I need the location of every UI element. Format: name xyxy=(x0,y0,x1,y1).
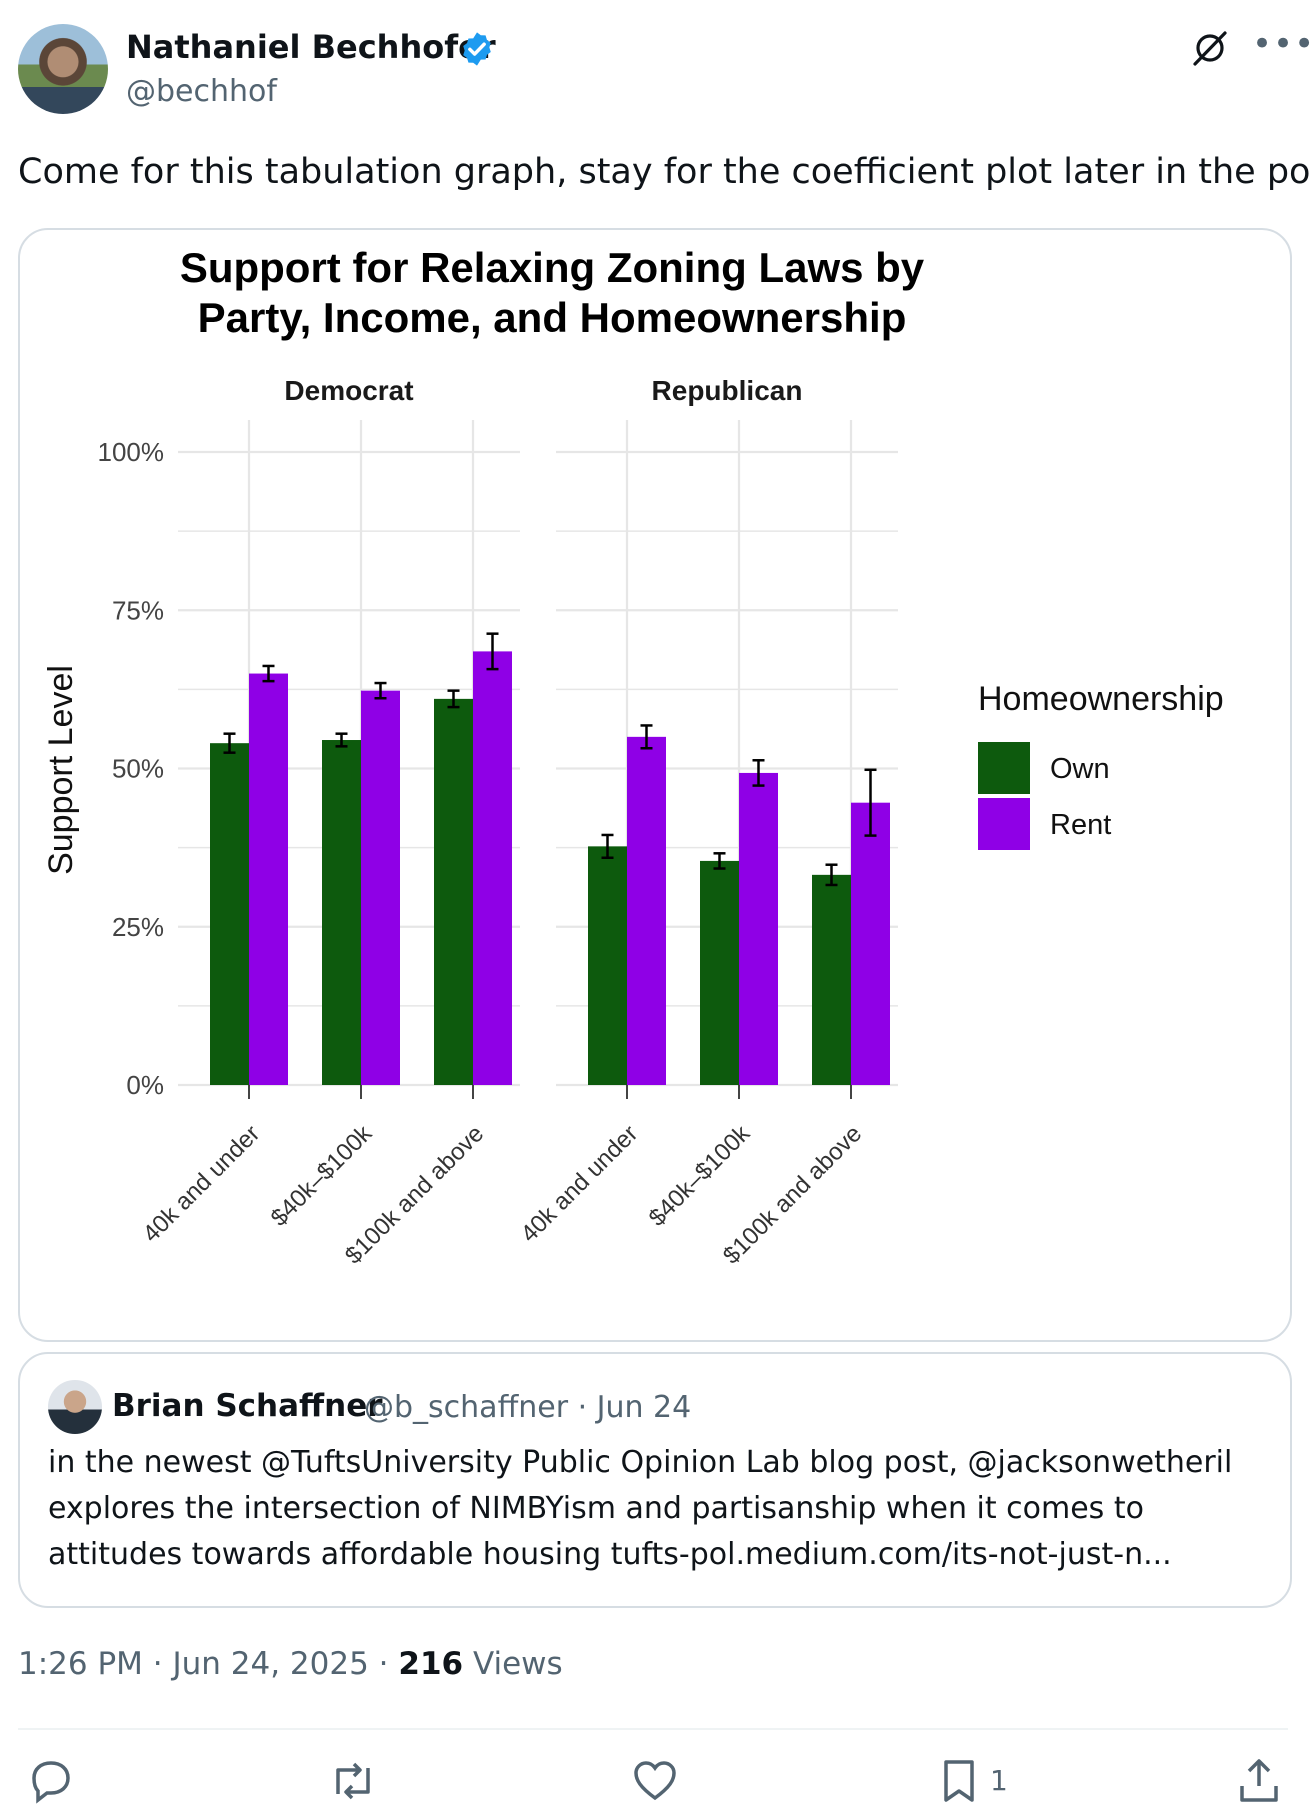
bar-rent xyxy=(739,772,778,1085)
tweet-media-chart[interactable]: Support for Relaxing Zoning Laws by Party… xyxy=(18,228,1292,1342)
y-tick-label: 100% xyxy=(98,437,165,467)
share-icon[interactable] xyxy=(1234,1756,1284,1806)
bar-rent xyxy=(627,736,666,1085)
y-tick-label: 75% xyxy=(112,595,164,625)
bookmark-icon[interactable] xyxy=(934,1756,984,1806)
repost-icon[interactable] xyxy=(328,1756,378,1806)
grok-icon[interactable] xyxy=(1190,28,1230,68)
quoted-text-line: explores the intersection of NIMBYism an… xyxy=(48,1491,1144,1526)
quoted-text-line: attitudes towards affordable housing tuf… xyxy=(48,1537,1172,1572)
x-tick-label: $40k–$100k xyxy=(266,1119,378,1231)
chart-title: Support for Relaxing Zoning Laws by xyxy=(180,244,925,291)
quoted-tweet[interactable]: Brian Schaffner @b_schaffner · Jun 24 in… xyxy=(18,1352,1292,1608)
legend-label: Rent xyxy=(1050,809,1111,841)
like-icon[interactable] xyxy=(630,1756,680,1806)
quoted-text-line: in the newest @TuftsUniversity Public Op… xyxy=(48,1445,1233,1480)
bar-rent xyxy=(361,690,400,1085)
bar-rent xyxy=(851,802,890,1085)
bookmark-count: 1 xyxy=(990,1764,1008,1797)
author-avatar[interactable] xyxy=(18,24,108,114)
bar-own xyxy=(588,846,627,1085)
bar-own xyxy=(434,698,473,1085)
timestamp-text[interactable]: 1:26 PM · Jun 24, 2025 · xyxy=(18,1646,399,1682)
author-name[interactable]: Nathaniel Bechhofer xyxy=(126,28,496,66)
bar-own xyxy=(322,740,361,1085)
bar-own xyxy=(812,874,851,1085)
tweet-text: Come for this tabulation graph, stay for… xyxy=(18,152,1312,192)
facet-label: Republican xyxy=(652,375,803,406)
quoted-tweet-text: in the newest @TuftsUniversity Public Op… xyxy=(48,1440,1268,1578)
bar-own xyxy=(210,743,249,1085)
bar-rent xyxy=(473,651,512,1085)
legend-swatch-rent xyxy=(978,798,1030,850)
legend-swatch-own xyxy=(978,742,1030,794)
verified-badge-icon xyxy=(463,32,491,66)
quoted-author-name: Brian Schaffner xyxy=(112,1388,383,1424)
y-tick-label: 50% xyxy=(112,754,164,784)
x-tick-label: $40k–$100k xyxy=(644,1119,756,1231)
divider xyxy=(18,1728,1288,1730)
y-axis-label: Support Level xyxy=(42,665,80,875)
reply-icon[interactable] xyxy=(26,1756,76,1806)
quoted-author-avatar xyxy=(48,1380,102,1434)
facet-label: Democrat xyxy=(284,375,413,406)
bar-rent xyxy=(249,673,288,1085)
bar-own xyxy=(700,860,739,1085)
tweet-timestamp[interactable]: 1:26 PM · Jun 24, 2025 · 216 Views xyxy=(18,1646,563,1682)
author-handle[interactable]: @bechhof xyxy=(126,74,277,109)
more-options-icon[interactable]: ••• xyxy=(1252,24,1312,64)
y-tick-label: 25% xyxy=(112,912,164,942)
chart-title: Party, Income, and Homeownership xyxy=(198,294,907,341)
x-tick-label: 40k and under xyxy=(138,1120,266,1248)
views-count: 216 xyxy=(398,1646,464,1682)
views-label: Views xyxy=(463,1646,563,1682)
legend-title: Homeownership xyxy=(978,680,1224,718)
bar-chart: Support for Relaxing Zoning Laws byParty… xyxy=(42,244,1224,1269)
x-tick-label: 40k and under xyxy=(516,1120,644,1248)
legend-label: Own xyxy=(1050,753,1110,785)
y-tick-label: 0% xyxy=(126,1070,164,1100)
quoted-author-handle-date: @b_schaffner · Jun 24 xyxy=(364,1390,692,1425)
